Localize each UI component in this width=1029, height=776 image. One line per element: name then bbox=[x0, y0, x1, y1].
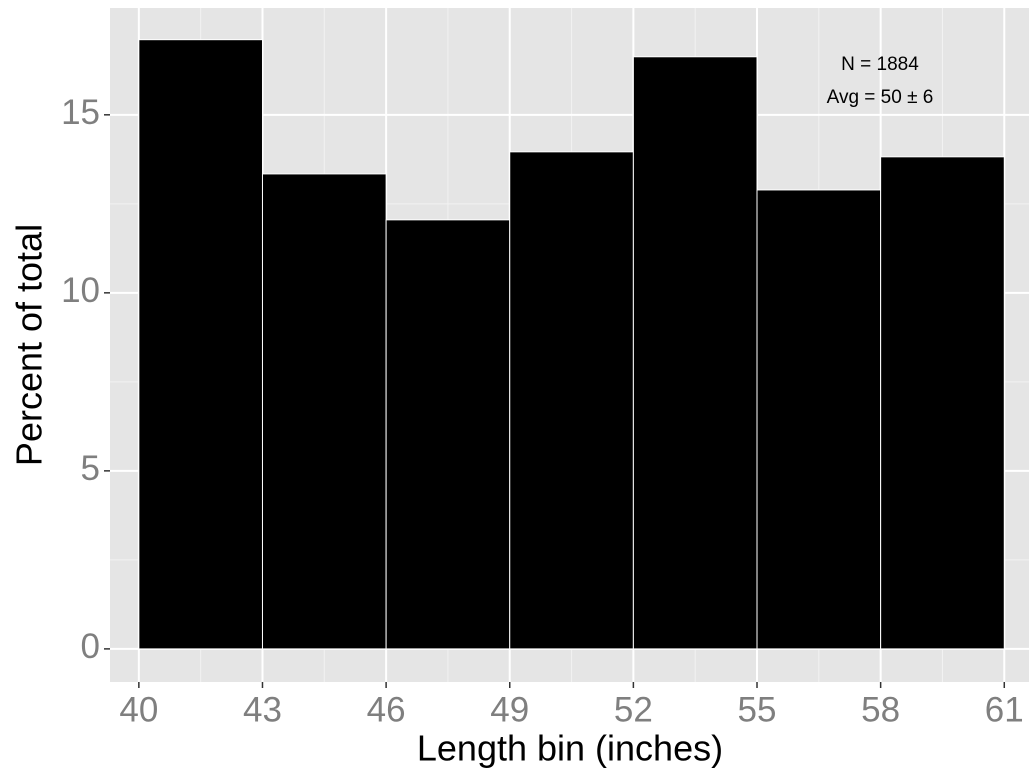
x-tick-label: 61 bbox=[985, 690, 1024, 729]
bar bbox=[756, 189, 882, 650]
bar bbox=[385, 219, 511, 650]
y-tick-label: 15 bbox=[61, 93, 100, 132]
x-axis-title: Length bin (inches) bbox=[417, 728, 723, 769]
annotation: Avg = 50 ± 6 bbox=[827, 87, 934, 108]
y-tick-label: 0 bbox=[81, 627, 100, 666]
x-tick-label: 43 bbox=[243, 690, 282, 729]
x-tick-label: 58 bbox=[861, 690, 900, 729]
bar bbox=[261, 173, 387, 650]
bar bbox=[880, 156, 1005, 650]
x-tick-label: 55 bbox=[738, 690, 777, 729]
y-axis-title: Percent of total bbox=[9, 224, 50, 466]
x-tick-label: 40 bbox=[119, 690, 158, 729]
x-tick-label: 46 bbox=[367, 690, 406, 729]
bar bbox=[138, 39, 263, 650]
x-tick-label: 52 bbox=[614, 690, 653, 729]
bar bbox=[509, 151, 634, 650]
x-tick-label: 49 bbox=[490, 690, 529, 729]
y-tick-label: 10 bbox=[61, 271, 100, 310]
y-tick-label: 5 bbox=[81, 449, 100, 488]
annotation: N = 1884 bbox=[841, 54, 919, 75]
bar bbox=[632, 56, 758, 650]
